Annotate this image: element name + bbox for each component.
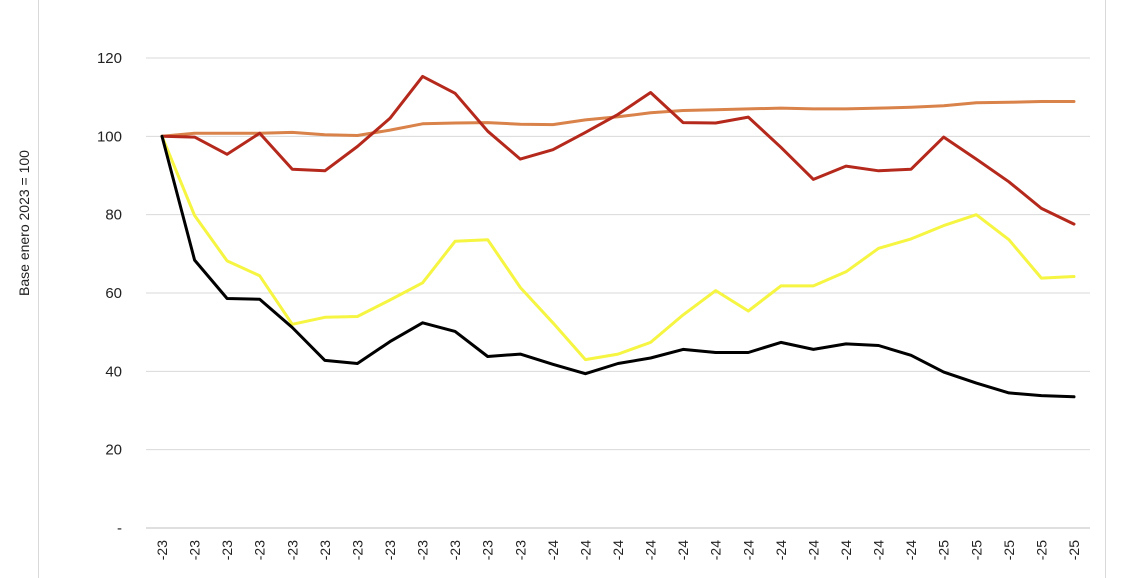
x-tick-label: -24: [643, 540, 659, 560]
x-tick-label: -24: [773, 540, 789, 560]
x-tick-label: -24: [610, 540, 626, 560]
x-tick-label: -25: [968, 540, 984, 560]
x-tick-label: -23: [415, 540, 431, 560]
series-line: [160, 100, 1076, 138]
x-tick-label: -24: [871, 540, 887, 560]
x-tick-label: -25: [1001, 540, 1017, 560]
x-tick-label: -23: [252, 540, 268, 560]
y-tick-label: 60: [105, 285, 122, 302]
y-tick-label: 100: [97, 128, 122, 145]
x-tick-label: -24: [903, 540, 919, 560]
x-tick-label: -23: [382, 540, 398, 560]
x-tick-label: -23: [154, 540, 170, 560]
x-tick-label: -23: [349, 540, 365, 560]
x-tick-label: -23: [512, 540, 528, 560]
series-line: [160, 134, 1076, 362]
y-tick-label: 80: [105, 207, 122, 224]
x-tick-label: -23: [317, 540, 333, 560]
x-tick-label: -23: [447, 540, 463, 560]
y-tick-label: -: [117, 520, 122, 537]
series-line: [160, 74, 1076, 226]
x-tick-label: -24: [838, 540, 854, 560]
x-tick-label: -25: [936, 540, 952, 560]
y-tick-label: 20: [105, 442, 122, 459]
y-tick-label: 40: [105, 363, 122, 380]
x-tick-label: -23: [219, 540, 235, 560]
x-tick-label: -24: [545, 540, 561, 560]
x-tick-label: -23: [187, 540, 203, 560]
x-tick-label: -24: [577, 540, 593, 560]
x-tick-label: -25: [1033, 540, 1049, 560]
x-tick-label: -25: [1066, 540, 1082, 560]
x-tick-label: -23: [284, 540, 300, 560]
x-tick-label: -24: [675, 540, 691, 560]
chart-area: [38, 0, 1106, 578]
x-tick-label: -23: [480, 540, 496, 560]
x-tick-label: -24: [708, 540, 724, 560]
series-line: [160, 134, 1076, 399]
x-tick-label: -24: [805, 540, 821, 560]
y-tick-label: 120: [97, 50, 122, 67]
x-tick-label: -24: [740, 540, 756, 560]
